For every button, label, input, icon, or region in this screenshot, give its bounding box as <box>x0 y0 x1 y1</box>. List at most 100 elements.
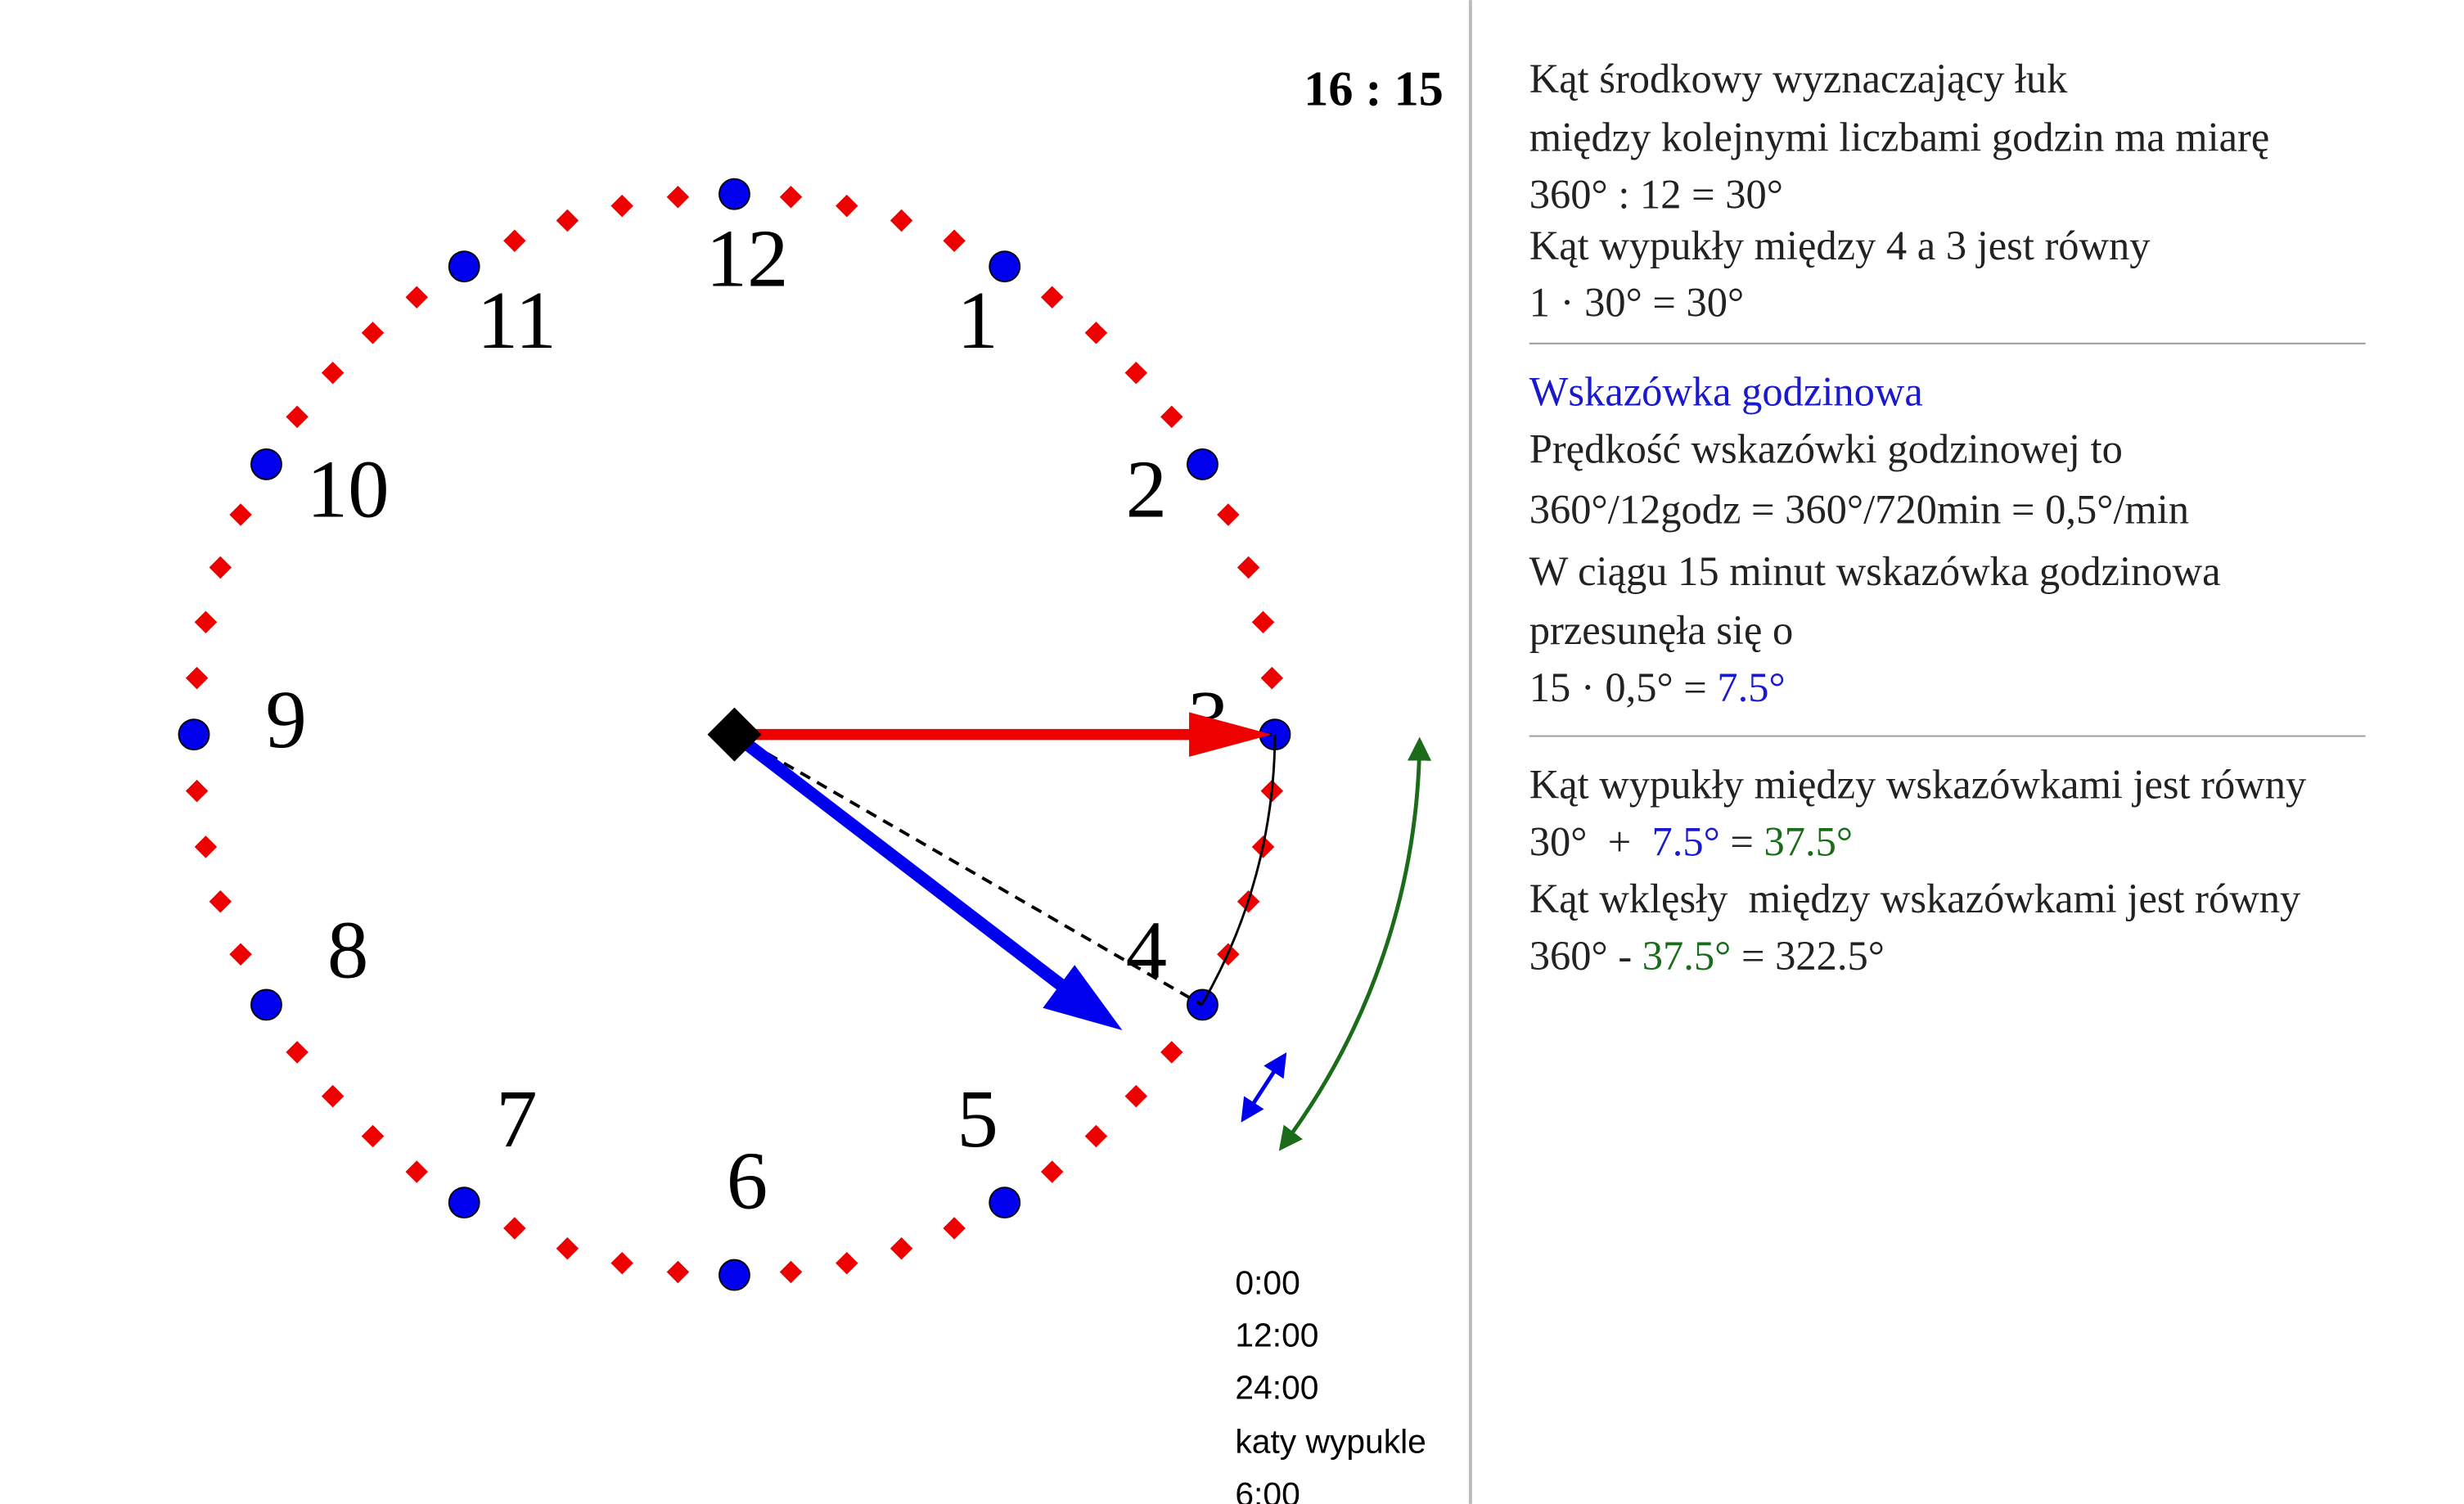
hour-number: 10 <box>307 443 390 534</box>
minute-tick <box>890 1237 913 1260</box>
hour-number: 6 <box>727 1134 768 1226</box>
arc-3-4 <box>1200 734 1277 1006</box>
text: Kąt środkowy wyznaczający łuk <box>1529 56 2068 101</box>
minute-tick <box>185 779 209 803</box>
minute-tick <box>503 229 526 252</box>
hour-dot <box>989 1187 1021 1219</box>
minute-tick <box>361 322 385 344</box>
minute-tick <box>229 503 252 526</box>
minute-tick <box>1251 610 1275 634</box>
hour-number: 5 <box>957 1073 998 1164</box>
minute-tick <box>503 1217 526 1240</box>
minute-tick <box>194 835 218 858</box>
option[interactable]: 12:00 <box>1235 1317 1318 1354</box>
hour-number: 12 <box>706 213 789 304</box>
minute-tick <box>1160 1041 1183 1064</box>
text: Kąt wypukły między wskazówkami jest równ… <box>1529 761 2307 807</box>
minute-tick <box>779 186 803 209</box>
minute-tick <box>185 666 209 690</box>
text: 15 · 0,5° = <box>1529 664 1718 710</box>
minute-tick <box>1260 666 1284 690</box>
hour-dot <box>718 178 750 210</box>
minute-tick <box>286 405 309 429</box>
minute-tick <box>209 556 232 579</box>
minute-tick <box>229 943 252 966</box>
hour-number: 9 <box>265 673 307 765</box>
hour-number: 11 <box>477 274 556 366</box>
text-line: 360° - 37.5° = 322.5° <box>1529 933 1885 979</box>
text-line: Kąt wklęsły między wskazówkami jest równ… <box>1529 876 2301 921</box>
minute-tick <box>361 1124 385 1148</box>
minute-tick <box>405 1160 428 1183</box>
hour-dot <box>718 1259 750 1291</box>
heading: Wskazówka godzinowa <box>1529 369 1923 415</box>
hour-dot <box>448 250 480 283</box>
minute-tick <box>1124 1084 1148 1108</box>
minute-tick <box>556 209 579 232</box>
minute-tick <box>405 286 428 309</box>
minute-tick <box>666 186 690 209</box>
angle-arc-arrow <box>1278 736 1432 1151</box>
option[interactable]: 24:00 <box>1235 1369 1318 1407</box>
text-line: 1 · 30° = 30° <box>1529 280 1744 326</box>
minute-tick <box>836 1251 858 1275</box>
hour-number: 7 <box>496 1073 537 1164</box>
text-line: 30° + 7.5° = 37.5° <box>1529 818 1853 864</box>
minute-tick <box>1084 1124 1108 1148</box>
clock: 121234567891011 <box>178 178 1291 1291</box>
minute-tick <box>1237 556 1260 579</box>
minute-tick <box>666 1260 690 1284</box>
hour-dot <box>1187 448 1218 480</box>
text: Kąt wypukły między 4 a 3 jest równy <box>1529 223 2151 268</box>
minute-tick <box>321 1084 345 1108</box>
hour-number: 4 <box>1126 904 1168 996</box>
text: 360° : 12 = 30° <box>1529 172 1783 218</box>
text: 30° + <box>1529 818 1652 864</box>
text: przesunęła się o <box>1529 607 1794 653</box>
minute-tick <box>1084 322 1108 344</box>
text: 360° - <box>1529 933 1642 979</box>
text-line: W ciągu 15 minut wskazówka godzinowa <box>1529 548 2221 594</box>
hour-number: 8 <box>327 904 369 996</box>
small-angle-arrow <box>1241 1051 1287 1123</box>
hour-number: 1 <box>957 274 998 366</box>
text: 360°/12godz = 360°/720min = 0,5°/min <box>1529 486 2189 532</box>
minute-tick <box>286 1041 309 1064</box>
hour-dot <box>178 718 210 751</box>
minute-tick <box>1217 503 1240 526</box>
text-line: Kąt wypukły między wskazówkami jest równ… <box>1529 761 2307 807</box>
minute-hand-head <box>1189 712 1273 757</box>
text: 37.5° <box>1642 933 1732 979</box>
minute-tick <box>836 194 858 218</box>
time-label: 16 : 15 <box>1304 61 1444 116</box>
option[interactable]: 6:00 <box>1235 1475 1300 1504</box>
text-line: 360° : 12 = 30° <box>1529 172 1783 218</box>
text: = 322.5° <box>1731 933 1885 979</box>
minute-tick <box>194 610 218 634</box>
text-line: przesunęła się o <box>1529 607 1794 653</box>
hour-dot <box>989 250 1021 283</box>
minute-tick <box>1040 1160 1064 1183</box>
hour-number: 2 <box>1126 443 1168 534</box>
minute-tick <box>943 1217 966 1240</box>
text-line: Kąt środkowy wyznaczający łuk <box>1529 56 2068 101</box>
option[interactable]: katy wypukle <box>1235 1423 1426 1461</box>
hour-dot <box>250 988 282 1021</box>
dashed-line <box>733 732 1203 1006</box>
text-line: 360°/12godz = 360°/720min = 0,5°/min <box>1529 486 2189 532</box>
text: między kolejnymi liczbami godzin ma miar… <box>1529 115 2270 160</box>
hour-dot <box>448 1187 480 1219</box>
text: Kąt wklęsły między wskazówkami jest równ… <box>1529 876 2301 921</box>
hour-hand <box>730 729 1066 991</box>
text: W ciągu 15 minut wskazówka godzinowa <box>1529 548 2221 594</box>
text-line: Prędkość wskazówki godzinowej to <box>1529 426 2123 471</box>
text: 7.5° <box>1651 818 1719 864</box>
hour-hand-head <box>1043 965 1123 1030</box>
minute-tick <box>209 889 232 913</box>
option[interactable]: 0:00 <box>1235 1263 1300 1301</box>
text: Prędkość wskazówki godzinowej to <box>1529 426 2123 471</box>
minute-tick <box>779 1260 803 1284</box>
text-line: 15 · 0,5° = 7.5° <box>1529 664 1786 710</box>
